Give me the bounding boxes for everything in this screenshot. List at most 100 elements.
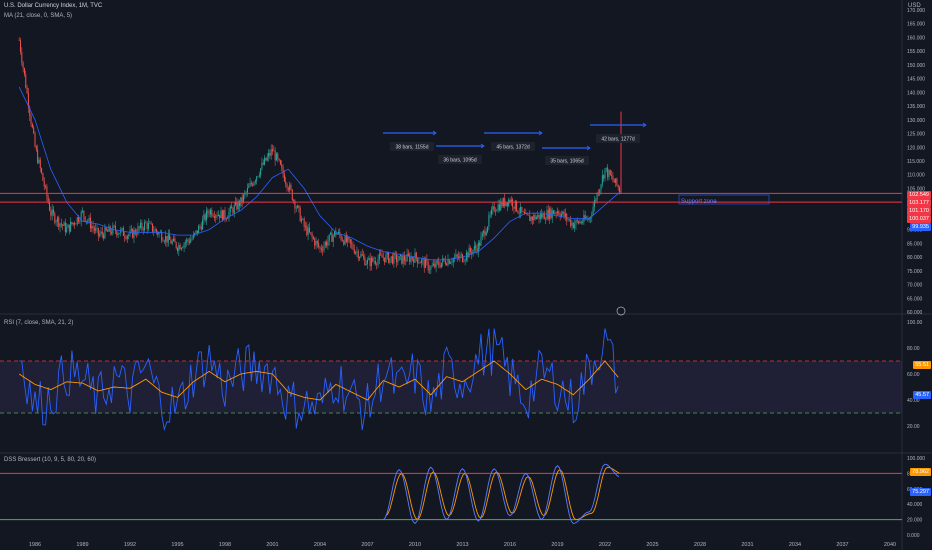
candle-body (141, 222, 143, 229)
candle-body (401, 254, 403, 264)
candle-body (126, 235, 128, 239)
arrow-head-icon (538, 130, 543, 136)
candle-body (206, 210, 208, 221)
time-tick-label: 2010 (409, 542, 421, 548)
candle-body (62, 224, 64, 226)
candle-body (265, 157, 267, 161)
candle-body (128, 234, 130, 236)
candle-body (341, 239, 343, 241)
candle-body (178, 245, 180, 251)
candle-body (521, 206, 523, 212)
candle-body (42, 173, 44, 181)
candle-body (149, 222, 151, 224)
rsi-indicator-label[interactable]: RSI (7, close, SMA, 21, 2) (4, 320, 74, 326)
candle-body (278, 158, 280, 161)
candle-body (560, 213, 562, 217)
candle-body (184, 242, 186, 244)
candle-body (380, 253, 382, 255)
candle-body (39, 159, 41, 169)
candle-body (245, 192, 247, 194)
candle-body (249, 183, 251, 187)
candle-body (273, 150, 275, 152)
candle-body (607, 167, 609, 178)
candle-body (299, 207, 301, 222)
candle-body (315, 241, 317, 246)
candle-body (154, 229, 156, 232)
candle-body (332, 235, 334, 242)
candle-body (421, 259, 423, 263)
candle-body (399, 254, 401, 256)
candle-body (407, 253, 409, 256)
candle-body (579, 221, 581, 224)
candle-body (458, 256, 460, 259)
candle-body (56, 217, 58, 222)
candle-body (373, 261, 375, 262)
candle-body (361, 254, 363, 256)
candle-body (121, 227, 123, 230)
candle-body (520, 206, 522, 214)
bars-range-label-bg (596, 134, 640, 143)
candle-body (146, 222, 148, 229)
candle-body (78, 217, 80, 222)
candle-body (337, 231, 339, 234)
candle-body (390, 256, 392, 259)
candle-body (382, 257, 384, 259)
candle-body (496, 210, 498, 212)
candle-body (575, 220, 577, 225)
candle-body (394, 253, 396, 255)
time-tick-label: 2025 (646, 542, 658, 548)
candle-body (600, 184, 602, 190)
candle-body (489, 214, 491, 216)
candle-body (595, 200, 597, 201)
candle-body (191, 238, 193, 240)
candle-body (514, 200, 516, 209)
candle-body (113, 225, 115, 227)
candle-body (30, 115, 32, 124)
bars-range-label: 45 bars, 1372d (496, 145, 530, 151)
candle-body (469, 247, 471, 252)
candle-body (170, 239, 172, 244)
ma-indicator-label[interactable]: MA (21, close, 0, SMA, 5) (4, 13, 73, 19)
candle-body (241, 197, 243, 202)
candle-body (494, 211, 496, 212)
candle-body (374, 261, 376, 264)
candle-body (531, 216, 533, 221)
candle-body (233, 205, 235, 214)
candle-body (204, 214, 206, 221)
candle-body (393, 253, 395, 264)
candle-body (250, 183, 252, 185)
candle-body (198, 226, 200, 234)
candle-body (308, 227, 310, 233)
candle-body (551, 210, 553, 219)
candle-body (543, 213, 545, 220)
candle-body (207, 210, 209, 214)
candle-body (118, 233, 120, 234)
candle-body (138, 226, 140, 228)
candle-body (512, 199, 514, 207)
rsi-tick-label: 80.00 (907, 346, 920, 352)
rsi-tick-label: 40.00 (907, 398, 920, 404)
candle-body (410, 257, 412, 262)
candle-body (365, 263, 367, 266)
candle-body (140, 222, 142, 228)
candle-body (144, 222, 146, 231)
candle-body (68, 224, 70, 232)
dss-indicator-label[interactable]: DSS Bressert (10, 9, 5, 80, 20, 60) (4, 457, 97, 463)
candle-body (125, 237, 127, 239)
candle-body (587, 218, 589, 220)
candle-body (553, 210, 555, 214)
candle-body (96, 227, 98, 229)
candle-body (215, 215, 217, 218)
candle-body (310, 232, 312, 234)
candle-body (311, 233, 313, 237)
candle-body (492, 206, 494, 210)
candle-body (436, 260, 438, 262)
candle-body (87, 220, 89, 222)
candle-body (392, 256, 394, 264)
time-tick-label: 1986 (29, 542, 41, 548)
rsi-tick-label: 100.00 (907, 320, 923, 326)
candle-body (137, 226, 139, 235)
candle-body (38, 159, 40, 163)
candle-body (406, 253, 408, 262)
